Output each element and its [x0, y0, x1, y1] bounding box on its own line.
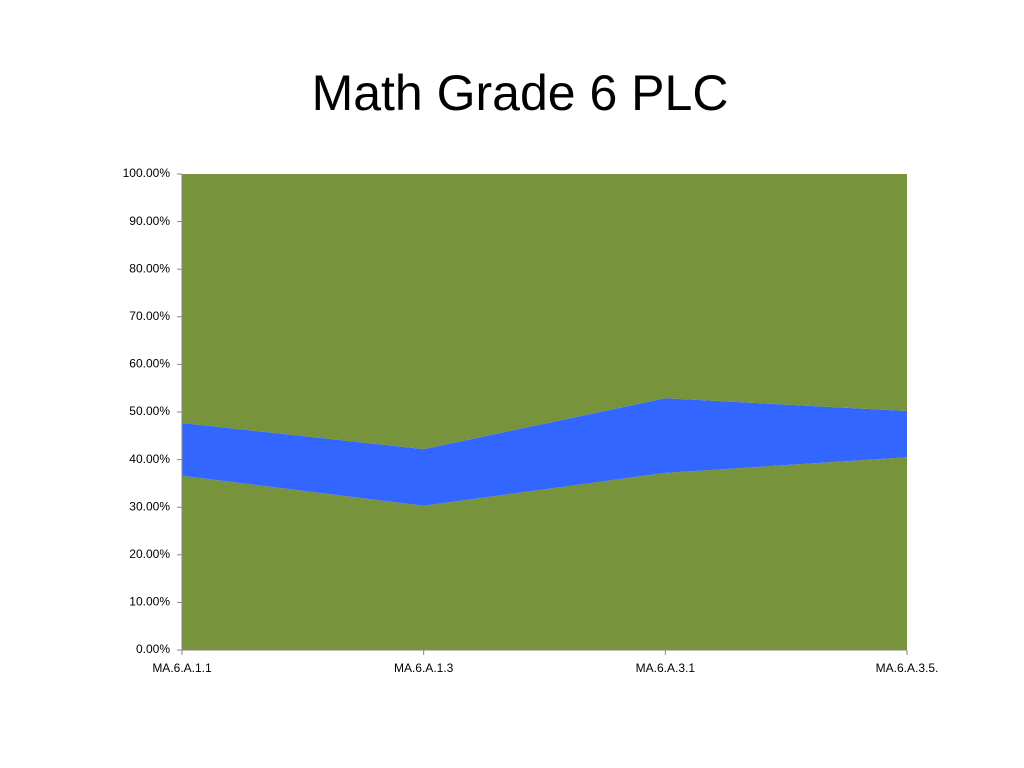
x-tick-label: MA.6.A.3.1 — [636, 661, 696, 675]
y-tick-label: 50.00% — [129, 404, 170, 418]
y-tick-label: 90.00% — [129, 214, 170, 228]
y-tick-label: 20.00% — [129, 547, 170, 561]
y-tick-label: 40.00% — [129, 452, 170, 466]
y-tick-label: 70.00% — [129, 309, 170, 323]
x-tick-label: MA.6.A.3.5. — [876, 661, 939, 675]
chart-title: Math Grade 6 PLC — [312, 65, 729, 121]
area — [182, 457, 907, 650]
y-tick-label: 100.00% — [123, 166, 171, 180]
x-tick-label: MA.6.A.1.3 — [394, 661, 454, 675]
y-tick-label: 0.00% — [136, 642, 170, 656]
area — [182, 398, 907, 506]
y-tick-label: 10.00% — [129, 595, 170, 609]
y-tick-label: 60.00% — [129, 357, 170, 371]
x-tick-label: MA.6.A.1.1 — [152, 661, 212, 675]
y-tick-label: 80.00% — [129, 261, 170, 275]
area — [182, 174, 907, 450]
y-tick-label: 30.00% — [129, 499, 170, 513]
